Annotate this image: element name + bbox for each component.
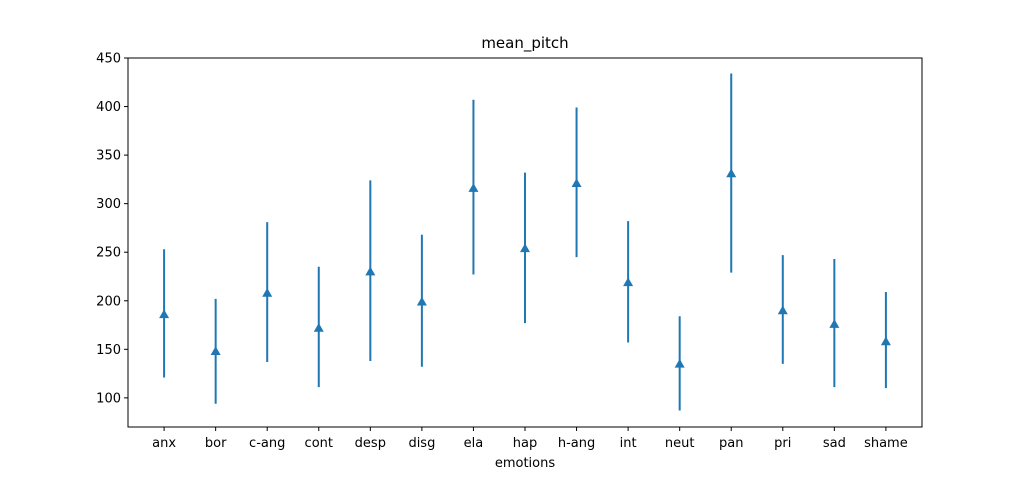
- x-tick-label: cont: [305, 436, 333, 451]
- plot-frame: [127, 57, 923, 428]
- data-point-marker: [880, 336, 891, 346]
- x-tick-label: int: [620, 436, 637, 451]
- y-tick-label: 350: [96, 149, 121, 164]
- data-point-marker: [313, 322, 324, 332]
- y-tick-label: 100: [96, 391, 121, 406]
- data-point-marker: [623, 277, 634, 287]
- chart-title: mean_pitch: [481, 34, 568, 53]
- x-tick-label: shame: [864, 436, 908, 451]
- data-point-marker: [210, 346, 221, 356]
- x-tick-label: anx: [152, 436, 176, 451]
- y-tick-label: 150: [96, 343, 121, 358]
- y-tick-label: 250: [96, 246, 121, 261]
- x-tick-label: c-ang: [249, 436, 285, 451]
- x-tick-label: h-ang: [558, 436, 595, 451]
- y-tick-label: 450: [96, 52, 121, 67]
- y-tick-label: 300: [96, 197, 121, 212]
- y-axis: 100 150 200 250 300 350 400 450: [96, 52, 128, 406]
- data-point-marker: [159, 309, 170, 319]
- x-tick-label: hap: [513, 436, 537, 451]
- x-tick-label: disg: [408, 436, 435, 451]
- data-point-marker: [726, 168, 737, 178]
- x-tick-label: pri: [774, 436, 791, 451]
- data-point-marker: [365, 266, 376, 276]
- data-point-marker: [777, 305, 788, 315]
- x-tick-label: bor: [205, 436, 227, 451]
- x-axis: anx bor c-ang cont desp disg ela hap h-ang int neu…: [152, 427, 908, 451]
- y-tick-label: 200: [96, 294, 121, 309]
- data-point-marker: [571, 178, 582, 188]
- x-tick-label: neut: [665, 436, 695, 451]
- x-tick-label: sad: [823, 436, 846, 451]
- x-axis-title: emotions: [495, 456, 556, 471]
- data-series: [159, 73, 891, 411]
- x-tick-label: ela: [464, 436, 484, 451]
- data-point-marker: [674, 358, 685, 368]
- data-point-marker: [416, 296, 427, 306]
- data-point-marker: [262, 287, 273, 297]
- data-point-marker: [468, 183, 479, 192]
- x-tick-label: desp: [355, 436, 386, 451]
- data-point-marker: [520, 243, 530, 253]
- y-tick-label: 400: [96, 100, 121, 115]
- x-tick-label: pan: [719, 436, 743, 451]
- data-point-marker: [829, 319, 840, 328]
